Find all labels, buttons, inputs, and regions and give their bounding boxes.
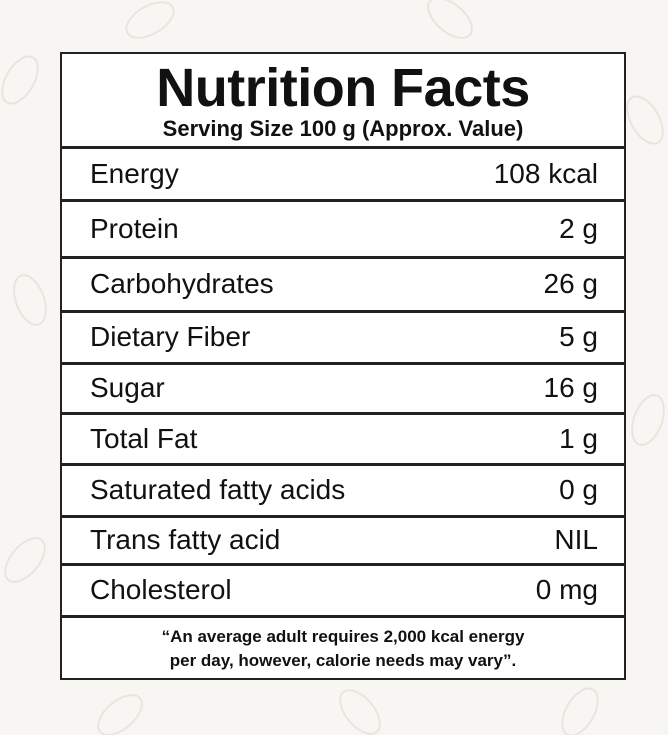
- nutrient-label: Cholesterol: [90, 574, 232, 605]
- row-separator: [62, 256, 624, 259]
- nutrient-label: Saturated fatty acids: [90, 474, 346, 505]
- nutrient-value: 108 kcal: [493, 157, 598, 189]
- row-separator: [62, 310, 624, 313]
- title: Nutrition Facts: [156, 58, 530, 118]
- nutrient-label: Total Fat: [90, 422, 198, 454]
- nutrient-label: Energy: [90, 157, 179, 189]
- nutrient-value: 5 g: [559, 321, 598, 352]
- row-separator: [62, 615, 624, 618]
- footnote: “An average adult requires 2,000 kcal en…: [161, 627, 525, 646]
- nutrient-label: Carbohydrates: [90, 268, 274, 299]
- nutrient-label: Trans fatty acid: [90, 524, 281, 555]
- row-separator: [62, 146, 624, 149]
- subtitle: Serving Size 100 g (Approx. Value): [162, 116, 524, 141]
- nutrient-label: Protein: [90, 212, 179, 244]
- nutrient-value: 2 g: [559, 212, 598, 244]
- row-separator: [62, 362, 624, 365]
- row-separator: [62, 463, 624, 466]
- row-separator: [62, 199, 624, 202]
- row-separator: [62, 515, 624, 518]
- nutrient-value: 26 g: [543, 268, 599, 299]
- nutrient-label: Dietary Fiber: [90, 321, 251, 352]
- nutrient-value: 1 g: [559, 422, 598, 454]
- row-separator: [62, 563, 624, 566]
- nutrition-label: Nutrition Facts Serving Size 100 g (Appr…: [60, 52, 626, 680]
- nutrient-value: NIL: [554, 524, 598, 555]
- row-separator: [62, 412, 624, 415]
- nutrient-value: 16 g: [543, 372, 599, 403]
- nutrient-value: 0 g: [559, 474, 598, 505]
- nutrient-value: 0 mg: [535, 574, 598, 605]
- nutrient-label: Sugar: [90, 372, 165, 403]
- footnote: per day, however, calorie needs may vary…: [169, 651, 517, 670]
